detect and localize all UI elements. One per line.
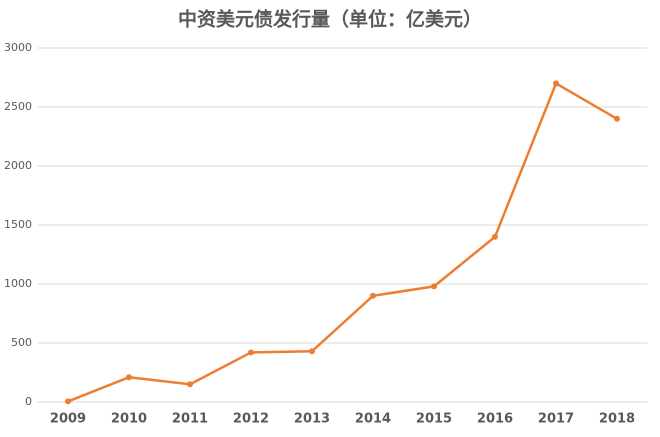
x-tick-label: 2009 — [50, 412, 86, 427]
line — [67, 82, 618, 403]
marker — [187, 381, 193, 388]
y-tick-label: 0 — [25, 395, 32, 408]
y-tick-label: 1500 — [4, 218, 32, 231]
marker — [309, 348, 315, 355]
marker — [126, 374, 132, 381]
marker — [248, 349, 254, 356]
marker — [553, 80, 559, 87]
x-tick-label: 2015 — [416, 412, 452, 427]
x-tick-label: 2017 — [538, 412, 574, 427]
y-tick-label: 2500 — [4, 100, 32, 113]
marker — [65, 398, 71, 405]
x-tick-label: 2012 — [233, 412, 269, 427]
marker — [431, 283, 437, 290]
y-tick-label: 2000 — [4, 159, 32, 172]
x-tick-label: 2011 — [172, 412, 208, 427]
x-tick-label: 2014 — [355, 412, 391, 427]
y-tick-label: 1000 — [4, 277, 32, 290]
x-tick-label: 2016 — [477, 412, 513, 427]
y-tick-label: 500 — [11, 336, 32, 349]
chart-title: 中资美元债发行量（单位：亿美元） — [178, 8, 482, 31]
marker — [492, 233, 498, 240]
x-tick-label: 2010 — [111, 412, 147, 427]
y-tick-label: 3000 — [4, 41, 32, 54]
marker — [370, 292, 376, 299]
x-tick-label: 2018 — [599, 412, 635, 427]
marker — [614, 115, 620, 122]
x-tick-label: 2013 — [294, 412, 330, 427]
